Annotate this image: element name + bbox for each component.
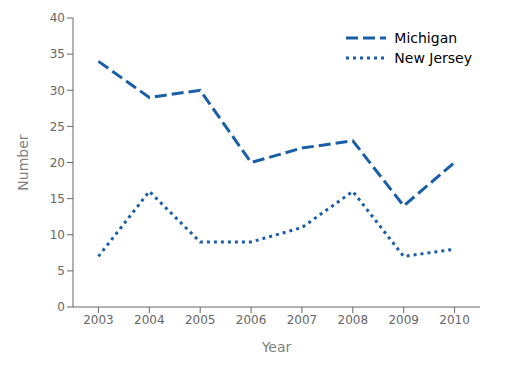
svg-text:2004: 2004 (134, 313, 165, 327)
svg-text:2005: 2005 (185, 313, 216, 327)
svg-text:0: 0 (57, 300, 65, 314)
svg-text:40: 40 (50, 11, 65, 25)
html-text:New Jersey: New Jersey (394, 50, 472, 66)
svg-text:10: 10 (50, 228, 65, 242)
svg-text:5: 5 (57, 264, 65, 278)
svg-text:15: 15 (50, 192, 65, 206)
html-text:Michigan: Michigan (394, 30, 458, 46)
svg-text:2007: 2007 (287, 313, 318, 327)
svg-text:2009: 2009 (388, 313, 419, 327)
svg-text:2003: 2003 (83, 313, 114, 327)
svg-text:2006: 2006 (236, 313, 267, 327)
svg-text:2008: 2008 (338, 313, 369, 327)
svg-text:35: 35 (50, 47, 65, 61)
svg-text:20: 20 (50, 156, 65, 170)
svg-text:Year: Year (261, 339, 292, 355)
svg-text:30: 30 (50, 84, 65, 98)
svg-text:2010: 2010 (439, 313, 470, 327)
svg-text:25: 25 (50, 120, 65, 134)
svg-text:Number: Number (15, 134, 31, 190)
